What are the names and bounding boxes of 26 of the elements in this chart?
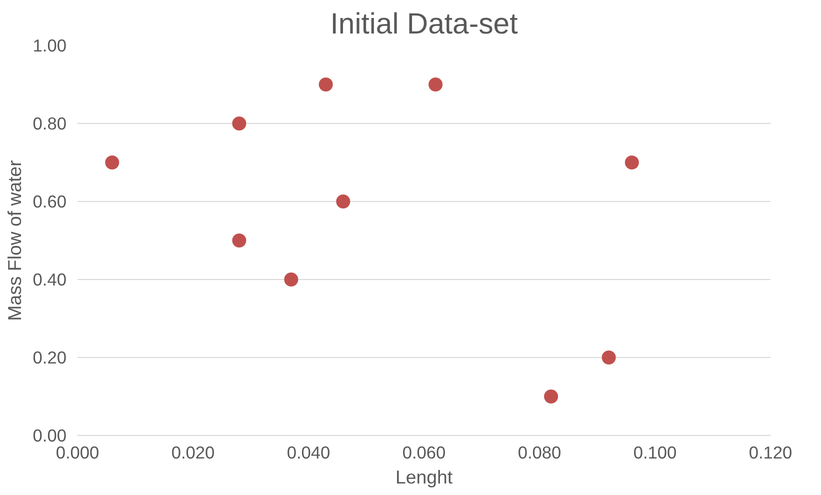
- x-tick-label: 0.080: [518, 442, 562, 462]
- point: [544, 390, 558, 404]
- point: [318, 78, 333, 92]
- x-tick-label: 0.040: [286, 442, 330, 462]
- point: [284, 272, 298, 286]
- point: [602, 350, 616, 364]
- x-tick-label: 0.060: [402, 442, 446, 462]
- x-tick-label: 0.000: [56, 442, 100, 462]
- point: [105, 156, 120, 170]
- y-tick-label: 1.00: [32, 36, 67, 56]
- y-axis-title: Mass Flow of water: [4, 160, 25, 321]
- y-tick-label: 0.00: [32, 426, 67, 446]
- point: [232, 234, 246, 248]
- chart-title: Initial Data-set: [330, 8, 518, 40]
- point: [428, 78, 443, 92]
- y-tick-label: 0.60: [32, 192, 67, 212]
- x-axis-title: Lenght: [395, 466, 454, 488]
- y-tick-label: 0.40: [32, 270, 67, 290]
- y-tick-label: 0.20: [32, 348, 67, 368]
- point: [336, 194, 350, 208]
- y-tick-label: 0.80: [32, 114, 67, 134]
- x-tick-label: 0.120: [748, 442, 792, 462]
- point: [624, 156, 639, 170]
- x-tick-label: 0.100: [633, 442, 677, 462]
- x-tick-label: 0.020: [171, 442, 215, 462]
- point: [232, 116, 246, 130]
